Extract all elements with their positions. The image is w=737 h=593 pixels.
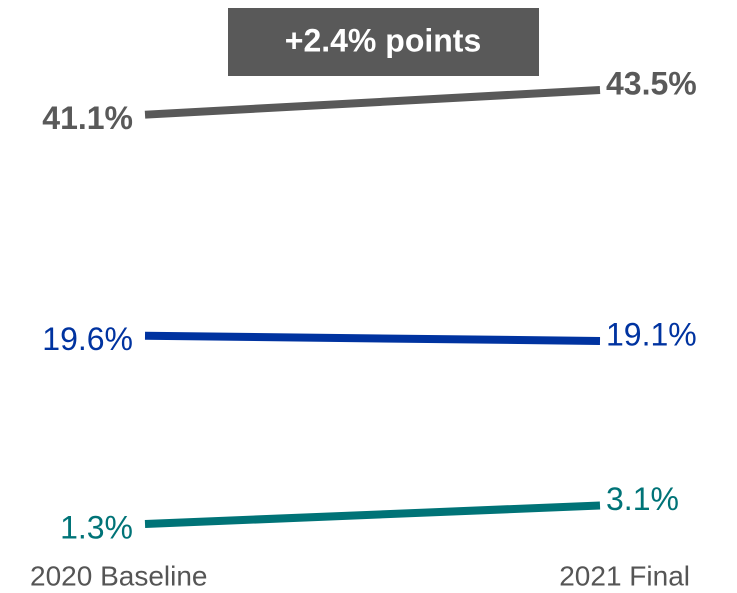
line bbox=[144, 501, 601, 528]
x-tick-label: 2021 Final bbox=[559, 560, 690, 591]
x-tick-label: 2020 Baseline bbox=[30, 560, 207, 591]
value-label: 19.6% bbox=[42, 321, 133, 357]
value-label: 3.1% bbox=[606, 481, 679, 517]
value-label: 43.5% bbox=[606, 65, 697, 101]
line bbox=[144, 86, 601, 119]
value-label: 1.3% bbox=[60, 509, 133, 545]
annotation-box bbox=[228, 8, 539, 76]
value-label: 19.1% bbox=[606, 316, 697, 352]
value-label: 41.1% bbox=[42, 100, 133, 136]
annotation: +2.4% points bbox=[285, 22, 482, 58]
line bbox=[144, 331, 601, 345]
